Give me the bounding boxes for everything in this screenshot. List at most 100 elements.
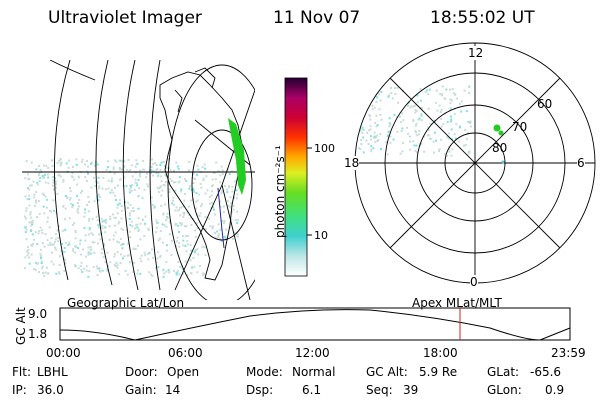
image-pixel [166,212,169,215]
image-pixel [180,224,183,227]
image-pixel [228,173,231,175]
image-pixel [80,268,83,271]
image-pixel [102,256,105,258]
image-pixel [175,206,178,209]
image-pixel [358,89,361,92]
image-pixel [27,251,30,254]
image-pixel [188,161,191,163]
image-pixel [467,121,470,124]
image-pixel [374,136,377,139]
image-pixel [104,188,107,191]
image-pixel [139,222,142,225]
image-pixel [155,172,158,175]
image-pixel [449,115,452,118]
image-pixel [415,109,418,112]
image-pixel [157,251,160,254]
image-pixel [114,253,116,256]
image-pixel [234,219,237,222]
image-pixel [49,241,52,244]
image-pixel [196,199,199,202]
colorbar-tick-100: 100 [314,142,335,155]
geographic-label: Geographic Lat/Lon [67,296,185,310]
image-pixel [221,220,224,223]
image-pixel [125,185,128,188]
image-pixel [163,224,166,227]
image-pixel [97,181,100,184]
image-pixel [178,231,180,233]
image-pixel [39,177,42,180]
image-pixel [177,209,180,211]
image-pixel [442,123,445,126]
image-pixel [394,87,397,90]
image-pixel [468,92,471,95]
image-pixel [28,221,31,224]
image-pixel [44,181,47,184]
image-pixel [152,256,154,259]
image-pixel [379,114,382,116]
image-pixel [412,105,415,108]
image-pixel [77,176,80,179]
image-pixel [449,108,452,111]
image-pixel [89,252,92,255]
image-pixel [152,174,155,177]
image-pixel [388,125,391,128]
image-pixel [128,191,131,194]
image-pixel [369,135,372,138]
image-pixel [370,145,373,148]
image-pixel [185,250,188,253]
image-pixel [52,199,55,202]
image-pixel [160,185,162,188]
image-pixel [38,271,40,273]
door-label: Door: [125,365,158,379]
image-pixel [142,160,145,162]
image-pixel [184,192,186,195]
image-pixel [201,166,204,169]
image-pixel [117,241,120,244]
image-pixel [112,191,115,194]
image-pixel [130,209,133,212]
image-pixel [416,94,419,97]
glon-label: GLon: [487,383,522,397]
image-pixel [379,133,382,136]
image-pixel [41,192,44,195]
image-pixel [133,261,136,264]
image-pixel [30,229,32,232]
image-pixel [165,225,168,228]
image-pixel [123,165,126,167]
image-pixel [51,159,54,162]
image-pixel [413,144,416,147]
image-pixel [55,248,58,251]
image-pixel [155,163,158,166]
image-pixel [84,234,87,237]
image-pixel [453,113,456,116]
image-pixel [117,273,120,276]
image-pixel [445,88,448,91]
image-pixel [375,114,378,117]
image-pixel [35,201,38,204]
image-pixel [388,94,391,97]
image-pixel [360,139,363,141]
image-pixel [209,202,211,205]
image-pixel [418,129,421,132]
image-pixel [214,178,217,181]
image-pixel [211,227,214,230]
image-pixel [138,187,141,190]
image-pixel [369,125,372,128]
image-pixel [184,178,186,181]
image-pixel [164,174,167,176]
mlt-label-0: 0 [470,275,478,289]
image-pixel [127,254,130,257]
image-pixel [420,112,423,115]
image-pixel [236,222,239,224]
image-pixel [191,177,194,180]
image-pixel [33,193,36,196]
image-pixel [114,216,117,219]
image-pixel [397,101,400,104]
image-pixel [101,269,104,272]
image-pixel [161,223,164,226]
image-pixel [151,158,154,161]
image-pixel [373,131,376,134]
ip-value: 36.0 [37,383,64,397]
image-pixel [46,239,49,242]
image-pixel [68,159,71,162]
